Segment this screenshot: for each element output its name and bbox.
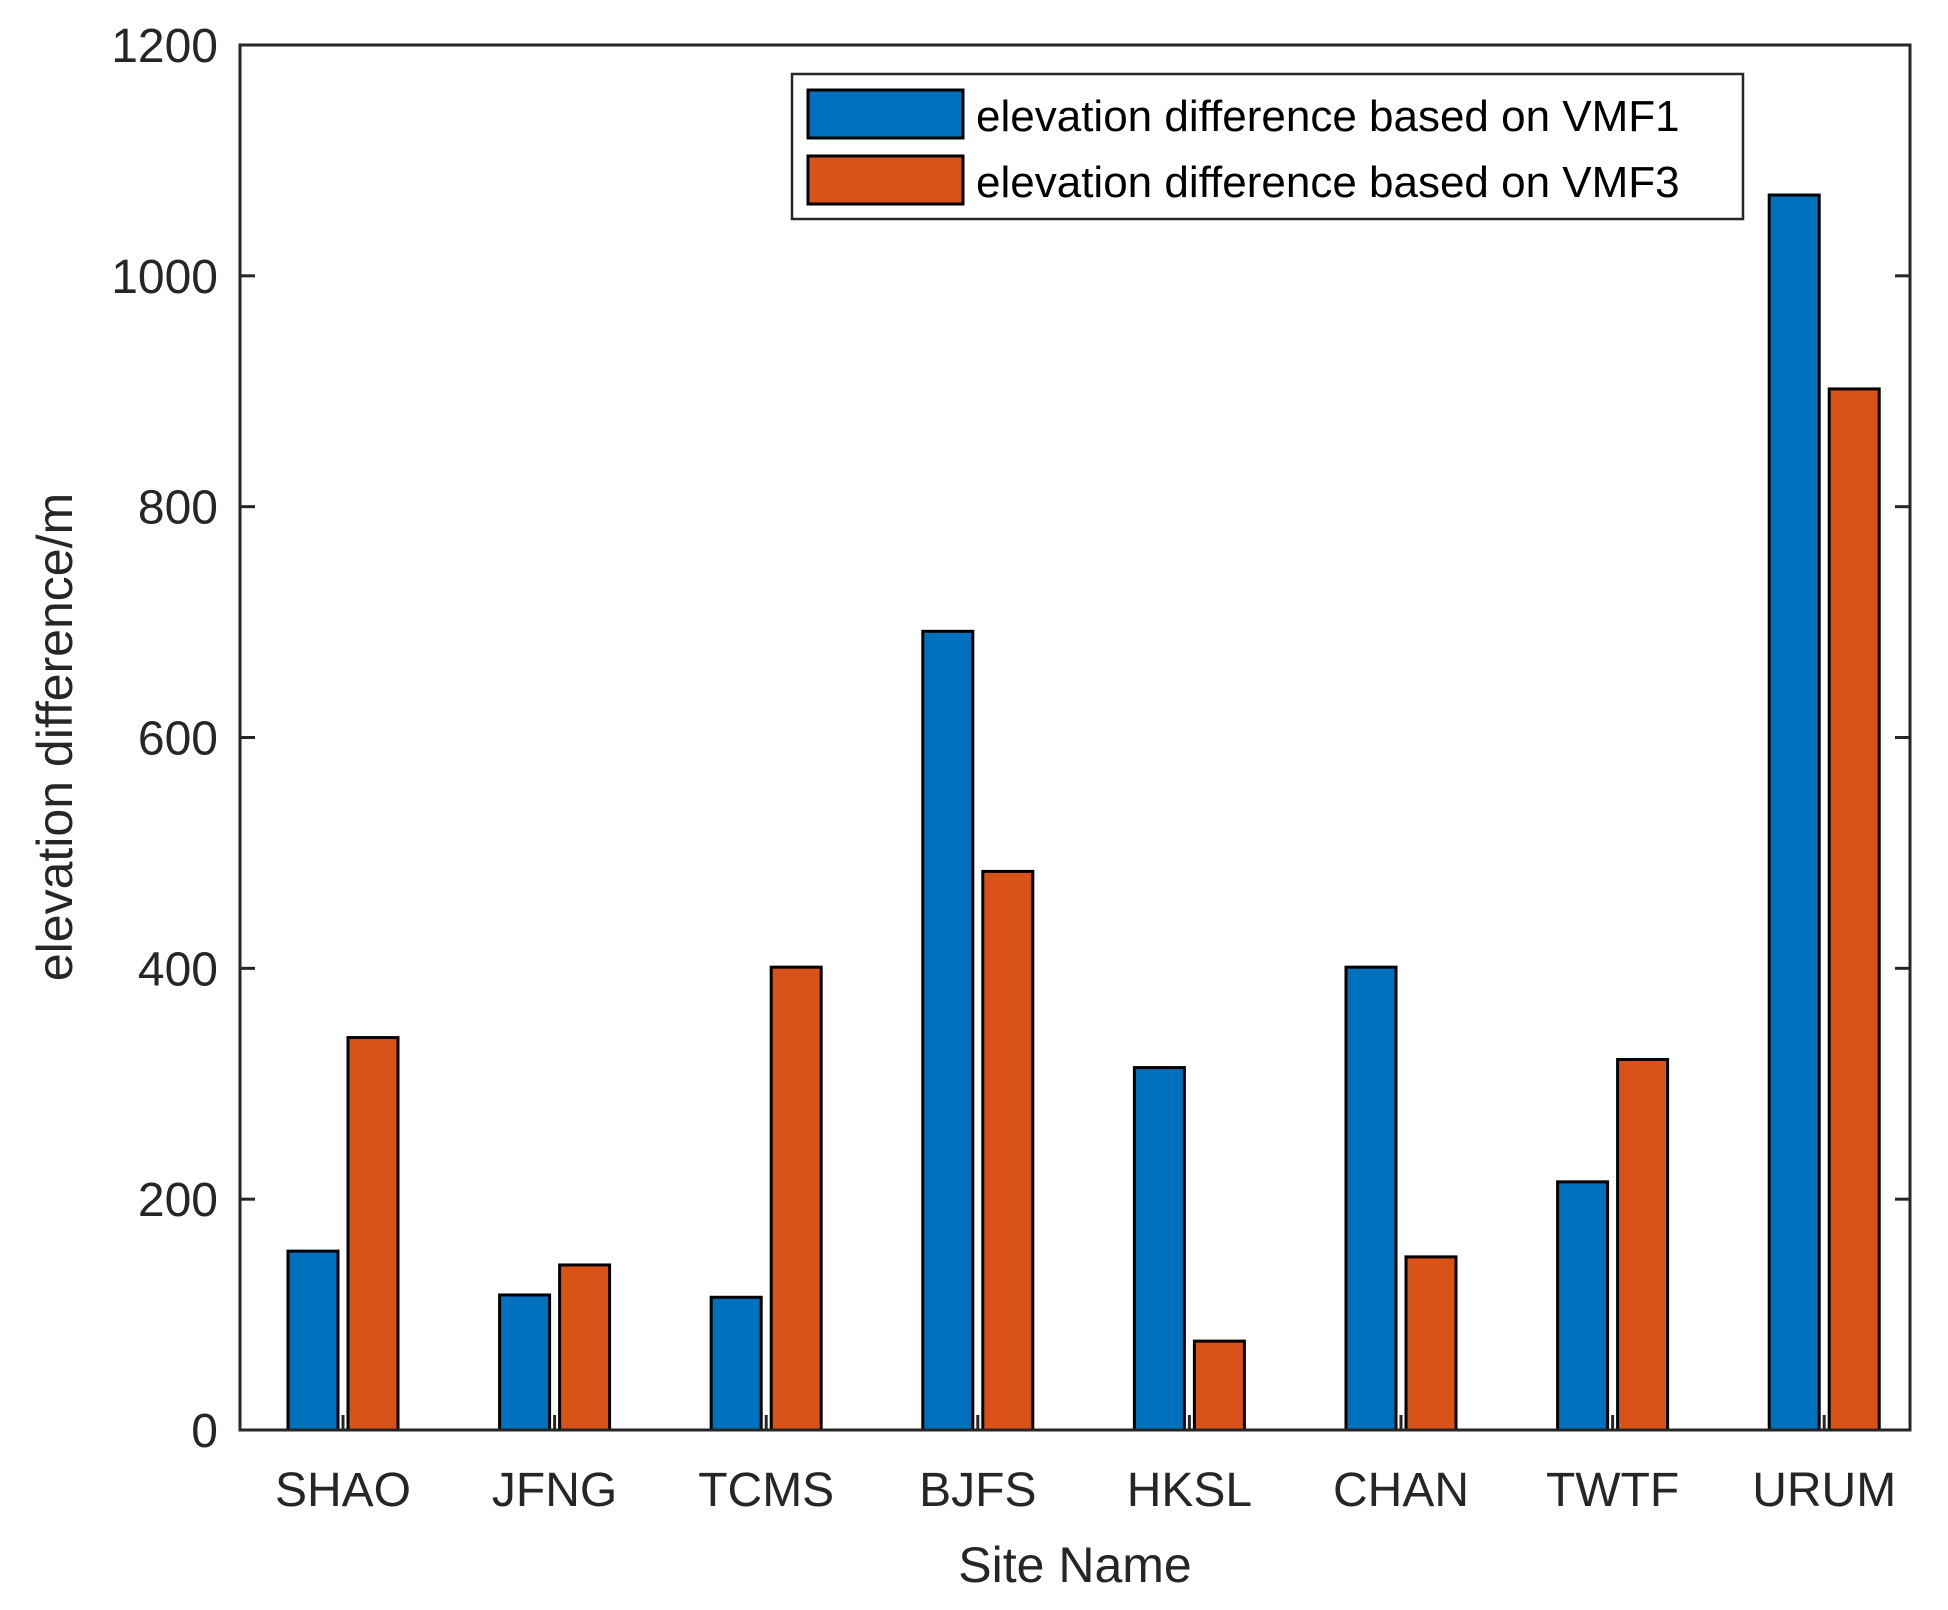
legend-label-vmf1: elevation difference based on VMF1: [976, 92, 1680, 141]
bars-layer: [286, 193, 1881, 1432]
ticks-layer: SHAO JFNG TCMS BJFS HKSL CHAN TWTF URUM 0 200 400 6…: [111, 20, 1910, 1517]
y-tick-label: 600: [138, 713, 218, 766]
legend-swatch-vmf1: [806, 88, 965, 140]
bar-hksl-vmf3: [1192, 1339, 1246, 1432]
x-tick-label-tcms: TCMS: [698, 1464, 834, 1517]
bar-hksl-vmf1: [1132, 1066, 1186, 1432]
bar-bjfs-vmf3: [981, 869, 1035, 1432]
bar-tcms-vmf3: [769, 965, 823, 1432]
y-axis-title: elevation difference/m: [27, 493, 83, 981]
x-tick-label-chan: CHAN: [1333, 1464, 1469, 1517]
plot-frame: [238, 43, 1912, 1432]
x-tick-label-twtf: TWTF: [1546, 1464, 1679, 1517]
y-tick-label: 1000: [111, 251, 218, 304]
bar-shao-vmf1: [286, 1249, 340, 1432]
x-tick-label-jfng: JFNG: [492, 1464, 617, 1517]
bar-chan-vmf1: [1344, 965, 1398, 1432]
bar-jfng-vmf3: [558, 1263, 612, 1432]
bar-shao-vmf3: [346, 1036, 400, 1432]
x-axis-title: Site Name: [958, 1537, 1191, 1593]
x-tick-label-shao: SHAO: [275, 1464, 411, 1517]
y-tick-label: 400: [138, 943, 218, 996]
bar-chan-vmf3: [1404, 1255, 1458, 1432]
bar-urum-vmf1: [1767, 193, 1821, 1432]
legend-swatch-vmf3: [806, 154, 965, 206]
x-tick-label-bjfs: BJFS: [919, 1464, 1036, 1517]
bar-urum-vmf3: [1827, 387, 1881, 1432]
legend: elevation difference based on VMF1 eleva…: [790, 72, 1745, 221]
y-tick-label: 200: [138, 1174, 218, 1227]
x-tick-label-hksl: HKSL: [1127, 1464, 1252, 1517]
bar-twtf-vmf1: [1556, 1180, 1610, 1432]
y-tick-label: 0: [191, 1405, 218, 1458]
x-tick-label-urum: URUM: [1752, 1464, 1896, 1517]
bar-twtf-vmf3: [1616, 1058, 1670, 1432]
bar-tcms-vmf1: [709, 1295, 763, 1432]
bar-jfng-vmf1: [498, 1293, 552, 1432]
y-tick-label: 800: [138, 482, 218, 535]
bar-bjfs-vmf1: [921, 629, 975, 1432]
legend-label-vmf3: elevation difference based on VMF3: [976, 158, 1680, 207]
y-tick-label: 1200: [111, 20, 218, 73]
